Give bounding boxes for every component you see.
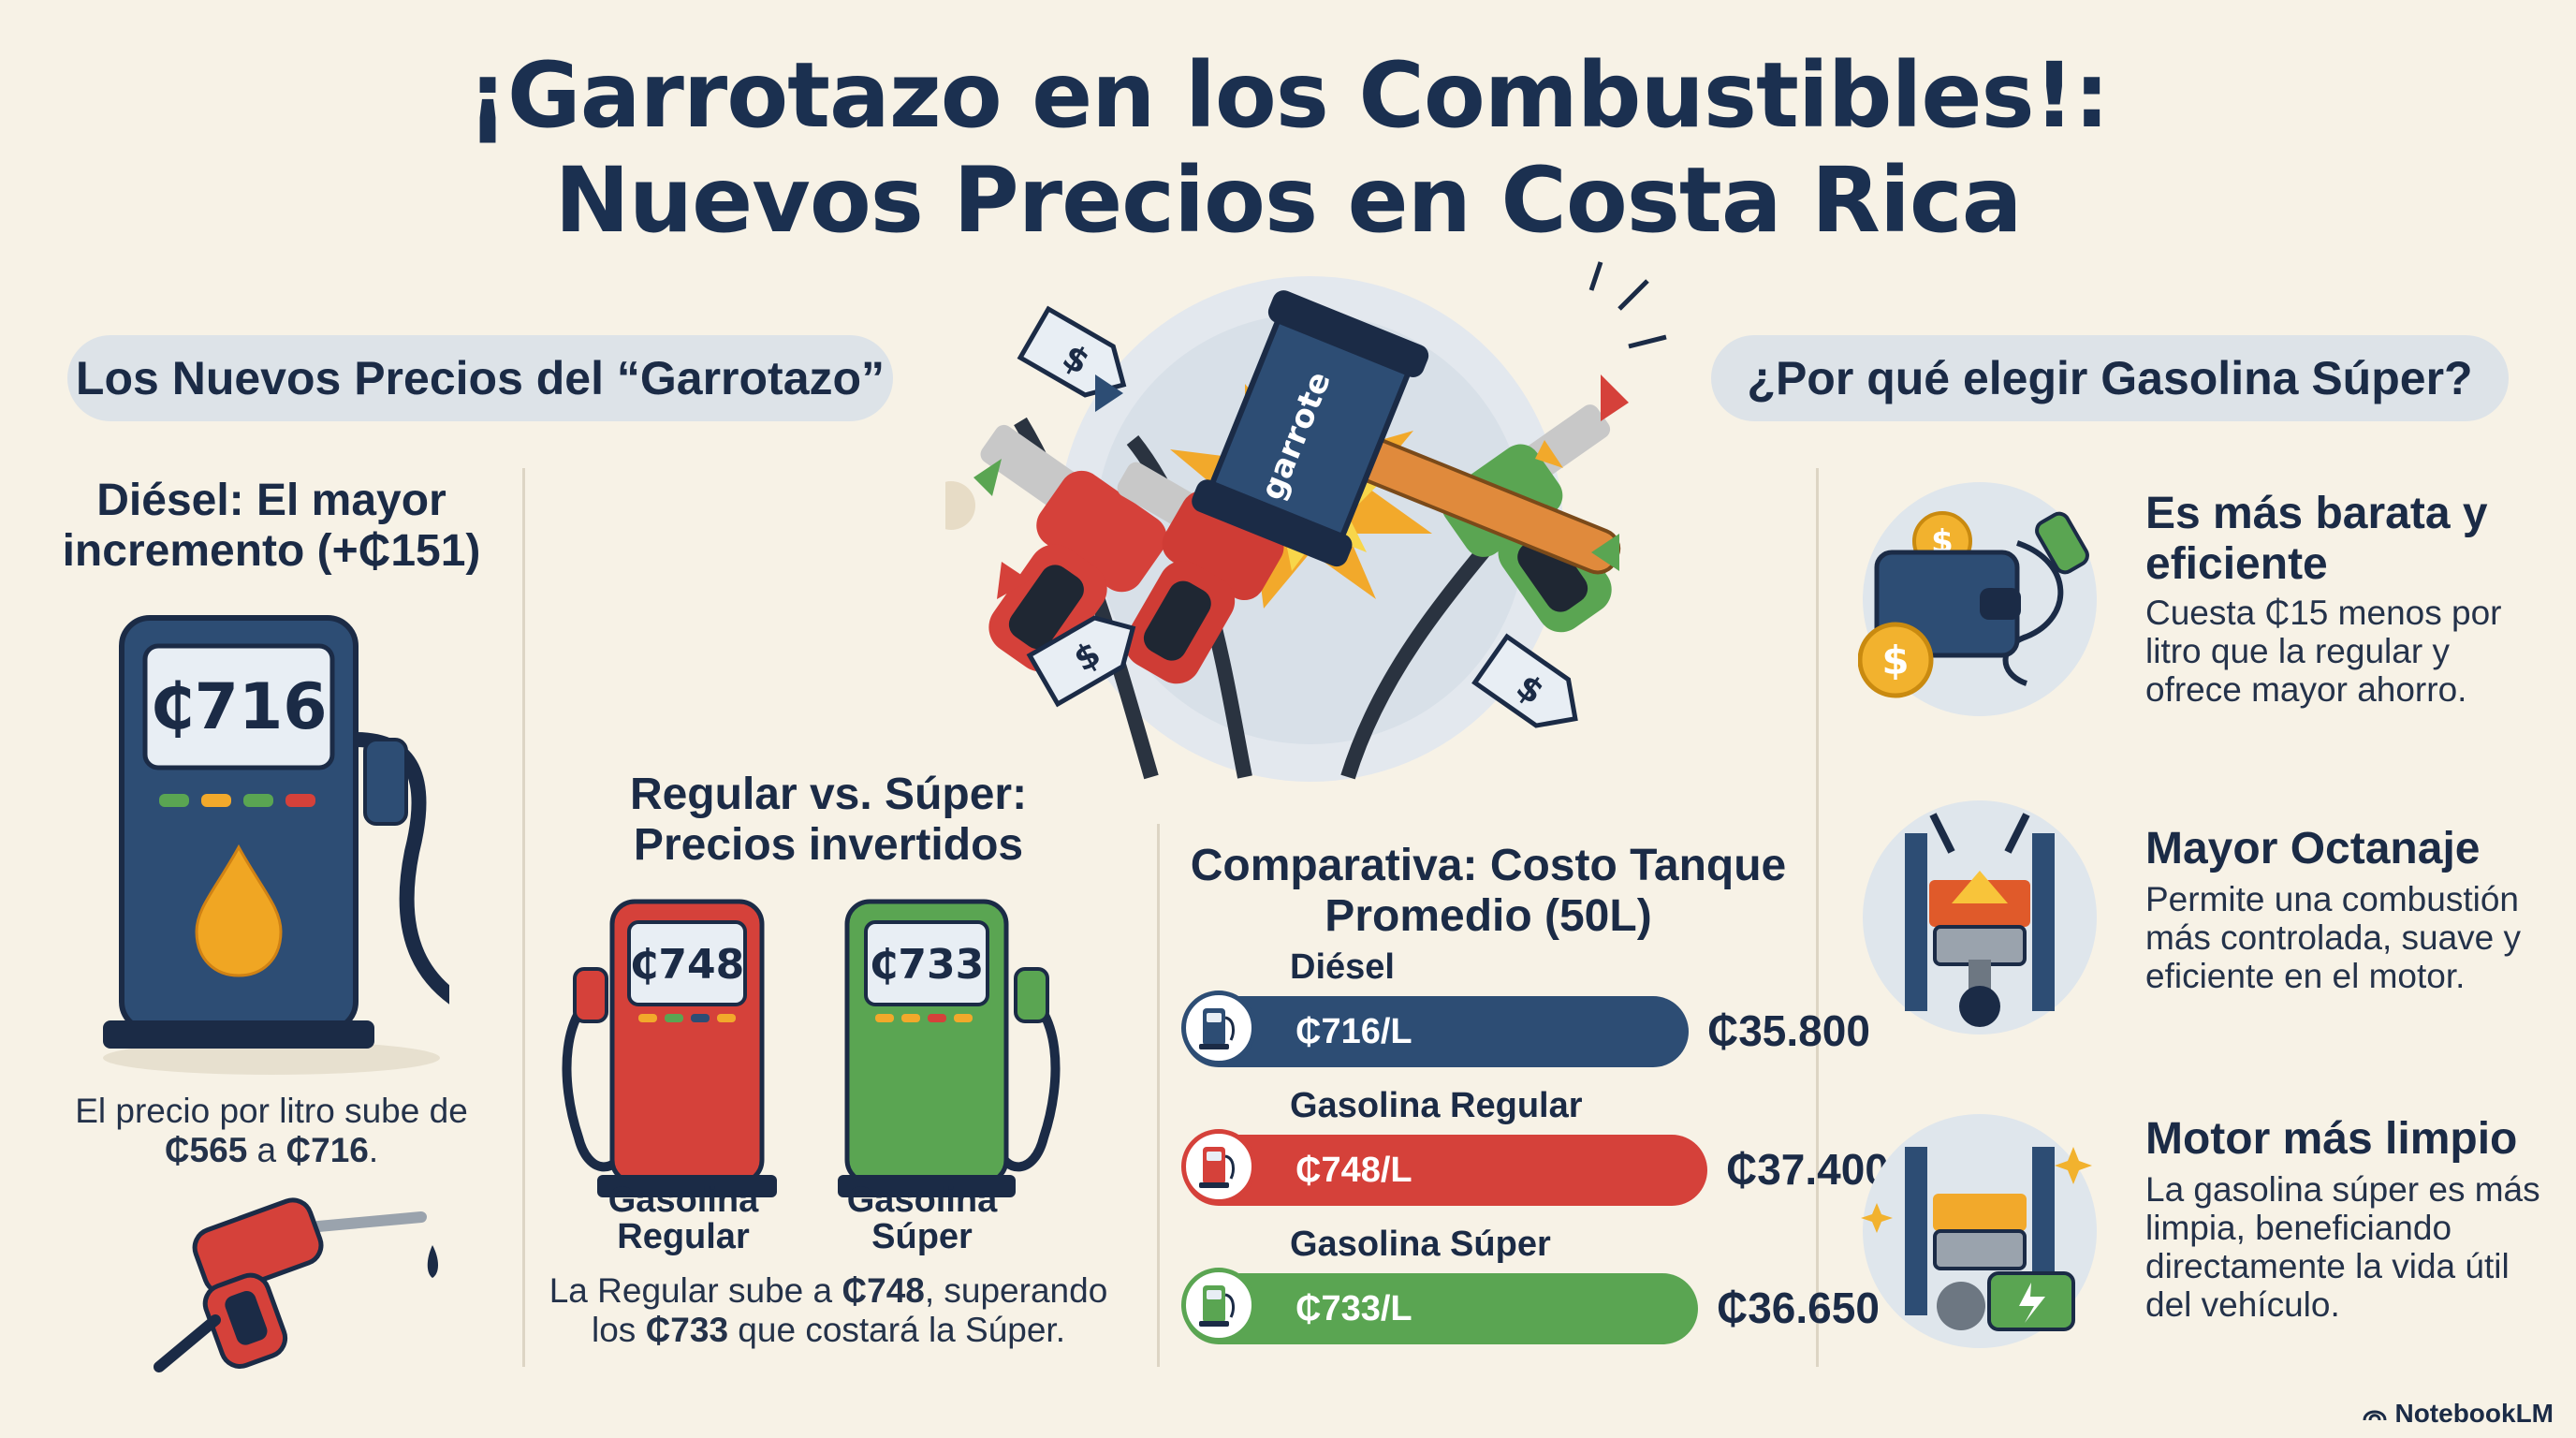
benefit-text-line: ofrece mayor ahorro. bbox=[2145, 670, 2467, 709]
clean-engine-icon bbox=[1858, 1109, 2101, 1353]
pump-icon bbox=[1181, 990, 1256, 1065]
divider bbox=[522, 468, 525, 1367]
regular-super-heading-line-2: Precios invertidos bbox=[633, 820, 1024, 870]
diesel-heading-line-2: incremento (+₵151) bbox=[62, 526, 481, 576]
comparison-bar-price: ₵748/L bbox=[1295, 1150, 1412, 1190]
divider bbox=[1816, 468, 1819, 1367]
divider bbox=[1157, 824, 1160, 1367]
regular-super-text-line-2: los ₵733 que costará la Súper. bbox=[592, 1311, 1065, 1349]
comparison-row-label: Gasolina Súper bbox=[1290, 1225, 1551, 1264]
diesel-text-line-2: ₵565 a ₵716. bbox=[164, 1131, 379, 1169]
title-line-1: ¡Garrotazo en los Combustibles!: bbox=[467, 43, 2110, 148]
pump-icon bbox=[1181, 1129, 1256, 1204]
diesel-heading-line-1: Diésel: El mayor bbox=[96, 476, 446, 525]
comparison-row-total: ₵35.800 bbox=[1707, 1006, 1870, 1055]
hero-illustration: garrote $ $ $ bbox=[927, 253, 1676, 796]
wallet-coins-icon: $ $ bbox=[1857, 477, 2101, 721]
super-pump-label-line-2: Súper bbox=[871, 1217, 973, 1256]
benefit-text-line: directamente la vida útil bbox=[2145, 1247, 2510, 1285]
regular-pump-price: ₵748 bbox=[630, 941, 744, 989]
comparison-row-total: ₵36.650 bbox=[1717, 1284, 1880, 1332]
comparison-heading-line-1: Comparativa: Costo Tanque bbox=[1190, 841, 1787, 890]
comparison-bar: ₵748/L bbox=[1183, 1135, 1707, 1206]
section-pill-prices: Los Nuevos Precios del “Garrotazo” bbox=[67, 335, 893, 421]
benefit-text-line: Permite una combustión bbox=[2145, 880, 2519, 918]
benefit-title: Mayor Octanaje bbox=[2145, 824, 2481, 873]
benefit-text-line: La gasolina súper es más bbox=[2145, 1170, 2540, 1209]
comparison-row-label: Gasolina Regular bbox=[1290, 1086, 1583, 1125]
pump-icon bbox=[1181, 1268, 1256, 1343]
benefit-title: Motor más limpio bbox=[2145, 1114, 2518, 1164]
comparison-row-label: Diésel bbox=[1290, 947, 1395, 987]
comparison-bar-price: ₵733/L bbox=[1295, 1288, 1412, 1328]
regular-pump-icon: ₵748 bbox=[560, 894, 794, 1208]
benefit-text-line: limpia, beneficiando bbox=[2145, 1209, 2452, 1247]
engine-piston-icon bbox=[1858, 796, 2101, 1039]
benefit-title: eficiente bbox=[2145, 539, 2328, 589]
benefit-text-line: del vehículo. bbox=[2145, 1285, 2340, 1324]
benefit-text-line: litro que la regular y bbox=[2145, 632, 2450, 670]
regular-super-text-line-1: La Regular sube a ₵748, superando bbox=[549, 1271, 1108, 1310]
brand-mark: NotebookLM bbox=[2363, 1399, 2554, 1429]
brand-name: NotebookLM bbox=[2394, 1399, 2554, 1428]
benefit-text-line: más controlada, suave y bbox=[2145, 918, 2522, 957]
section-pill-why-super: ¿Por qué elegir Gasolina Súper? bbox=[1711, 335, 2509, 421]
benefit-text-line: Cuesta ₵15 menos por bbox=[2145, 594, 2502, 632]
notebooklm-logo-icon bbox=[2363, 1399, 2387, 1429]
comparison-bar: ₵733/L bbox=[1183, 1273, 1698, 1344]
comparison-row-total: ₵37.400 bbox=[1726, 1145, 1889, 1194]
diesel-pump-icon: ₵716 bbox=[94, 609, 463, 1086]
fuel-nozzle-icon bbox=[140, 1189, 449, 1376]
super-pump-price: ₵733 bbox=[870, 941, 984, 989]
diesel-pump-price: ₵716 bbox=[150, 670, 327, 744]
diesel-text-line-1: El precio por litro sube de bbox=[75, 1092, 468, 1130]
regular-pump-label-line-2: Regular bbox=[617, 1217, 750, 1256]
comparison-heading-line-2: Promedio (50L) bbox=[1325, 891, 1652, 941]
benefit-text-line: eficiente en el motor. bbox=[2145, 957, 2466, 995]
comparison-bar: ₵716/L bbox=[1183, 996, 1689, 1067]
super-pump-label-line-1: Gasolina bbox=[846, 1181, 998, 1220]
regular-super-heading-line-1: Regular vs. Súper: bbox=[629, 770, 1028, 819]
title-line-2: Nuevos Precios en Costa Rica bbox=[554, 148, 2022, 253]
benefit-title: Es más barata y bbox=[2145, 489, 2488, 538]
svg-text:$: $ bbox=[1881, 638, 1909, 683]
regular-pump-label-line-1: Gasolina bbox=[607, 1181, 759, 1220]
super-pump-icon: ₵733 bbox=[828, 894, 1062, 1208]
comparison-bar-price: ₵716/L bbox=[1295, 1011, 1412, 1051]
